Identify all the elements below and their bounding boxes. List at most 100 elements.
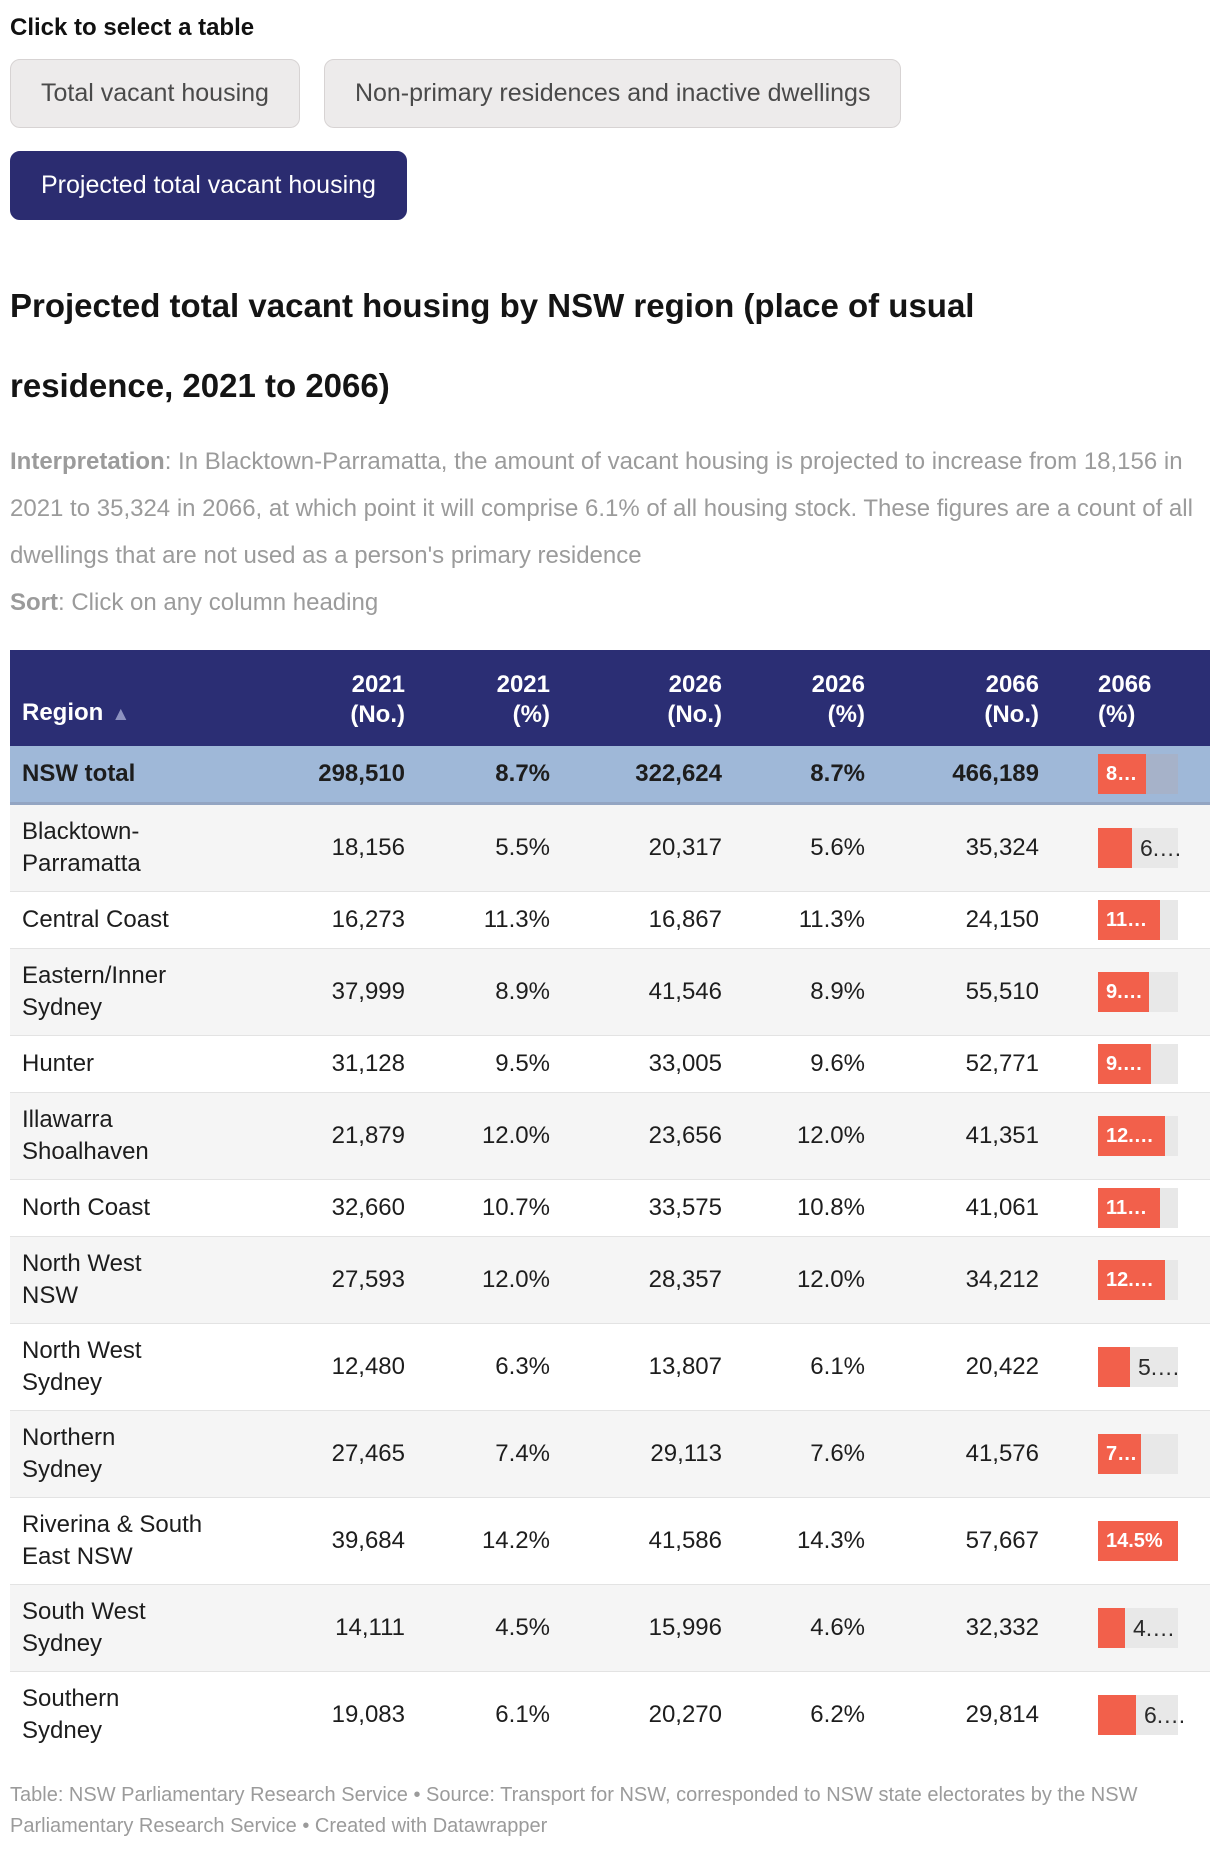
value-cell: 8.9% [495, 978, 550, 1005]
value-cell: 14,111 [335, 1614, 405, 1641]
bar-fill [1098, 1434, 1141, 1474]
value-cell: 322,624 [635, 760, 722, 787]
bar-fill [1098, 1260, 1165, 1300]
bar-track: 9.… [1098, 1044, 1178, 1084]
region-cell: Eastern/Inner Sydney [22, 962, 167, 1021]
column-header-2066-no[interactable]: 2066 (No.) [872, 650, 1046, 746]
region-cell: North Coast [22, 1194, 151, 1221]
value-cell: 20,270 [648, 1701, 722, 1728]
column-header-text: 2066 [985, 671, 1039, 698]
value-cell: 35,324 [965, 834, 1039, 861]
region-cell: Central Coast [22, 906, 169, 933]
value-cell: 8.7% [810, 760, 865, 787]
column-header-2026[interactable]: 2026 (%) [729, 650, 872, 746]
bar-track: 6.… [1098, 828, 1182, 868]
bar-fill [1098, 1116, 1165, 1156]
sort-note: Sort: Click on any column heading [10, 579, 1205, 626]
bar-track: 9.… [1098, 972, 1178, 1012]
value-cell: 6.2% [810, 1701, 865, 1728]
table-selector-button-projected-total-vacant-housing[interactable]: Projected total vacant housing [10, 151, 407, 220]
value-cell: 8.7% [495, 760, 550, 787]
region-cell: Northern Sydney [22, 1424, 116, 1483]
bar-cell: 11… [1046, 1180, 1210, 1237]
value-cell: 33,005 [648, 1050, 722, 1077]
column-header-text: (No.) [350, 701, 405, 728]
value-cell: 9.6% [810, 1050, 865, 1077]
table-row-illawarra-shoalhaven: Illawarra Shoalhaven 21,879 12.0% 23,656 12.0… [10, 1092, 1210, 1180]
sort-ascending-icon: ▲ [111, 704, 131, 725]
bar-fill [1098, 1188, 1160, 1228]
bar-track: 11… [1098, 900, 1178, 940]
column-header-text: (No.) [984, 701, 1039, 728]
value-cell: 13,807 [648, 1353, 722, 1380]
bar-cell: 9.… [1046, 1036, 1210, 1093]
bar-fill [1098, 1521, 1178, 1561]
bar-cell: 6.… [1046, 804, 1210, 892]
table-row-southern-sydney: Southern Sydney 19,083 6.1% 20,270 6.2% 29,814… [10, 1671, 1210, 1759]
bar-track: 6.… [1098, 1695, 1186, 1735]
table-row-north-coast: North Coast 32,660 10.7% 33,575 10.8% 41,061 1… [10, 1179, 1210, 1237]
value-cell: 52,771 [965, 1050, 1039, 1077]
bar-label: 7… [1106, 1443, 1138, 1465]
bar-track: 11… [1098, 1188, 1178, 1228]
value-cell: 23,656 [648, 1122, 722, 1149]
value-cell: 27,465 [331, 1440, 405, 1467]
data-table: Region ▲ 2021 (No.) 2021 (%) 2026 (No.) 2026 (%) 2… [10, 650, 1210, 1758]
column-header-2026-no[interactable]: 2026 (No.) [557, 650, 729, 746]
value-cell: 20,422 [965, 1353, 1039, 1380]
column-header-2021-no[interactable]: 2021 (No.) [260, 650, 412, 746]
bar-track: 5.… [1098, 1347, 1180, 1387]
value-cell: 24,150 [965, 906, 1039, 933]
column-header-2066[interactable]: 2066 (%) [1046, 650, 1210, 746]
value-cell: 37,999 [331, 978, 405, 1005]
bar-cell: 12.… [1046, 1093, 1210, 1180]
value-cell: 41,586 [648, 1527, 722, 1554]
value-cell: 32,660 [331, 1194, 405, 1221]
bar-label: 6.… [1140, 835, 1183, 861]
sort-text: : Click on any column heading [58, 589, 379, 616]
table-selector-row-1: Total vacant housing Non-primary residenc… [10, 59, 1210, 128]
bar-label: 9.… [1106, 1053, 1143, 1075]
value-cell: 27,593 [331, 1266, 405, 1293]
value-cell: 20,317 [648, 834, 722, 861]
value-cell: 41,351 [965, 1122, 1039, 1149]
region-cell: Blacktown- Parramatta [22, 818, 141, 877]
value-cell: 33,575 [648, 1194, 722, 1221]
column-header-text: 2026 [668, 671, 722, 698]
value-cell: 6.3% [495, 1353, 550, 1380]
table-selector-button-non-primary-residences-and-inactive-dwellings[interactable]: Non-primary residences and inactive dwel… [323, 59, 902, 128]
bar-cell: 6.… [1046, 1672, 1210, 1759]
bar-fill [1098, 1347, 1130, 1387]
value-cell: 55,510 [965, 978, 1039, 1005]
table-selector-button-total-vacant-housing[interactable]: Total vacant housing [10, 59, 300, 128]
bar-cell: 11… [1046, 892, 1210, 949]
bar-label: 11… [1106, 1197, 1148, 1219]
bar-track: 14.5% [1098, 1521, 1178, 1561]
table-header: Region ▲ 2021 (No.) 2021 (%) 2026 (No.) 2026 (%) 2… [10, 650, 1210, 746]
value-cell: 19,083 [331, 1701, 405, 1728]
value-cell: 12.0% [481, 1122, 550, 1149]
value-cell: 29,113 [650, 1440, 722, 1467]
value-cell: 39,684 [331, 1527, 405, 1554]
value-cell: 41,061 [965, 1194, 1039, 1221]
bar-track: 7… [1098, 1434, 1178, 1474]
bar-cell: 7… [1046, 1411, 1210, 1498]
table-row-riverina-south-east-nsw: Riverina & South East NSW 39,684 14.2% 41,58… [10, 1497, 1210, 1585]
value-cell: 12.0% [481, 1266, 550, 1293]
table-row-north-west-nsw: North West NSW 27,593 12.0% 28,357 12.0% 34,21… [10, 1236, 1210, 1324]
value-cell: 7.6% [810, 1440, 865, 1467]
bar-label: 6.… [1144, 1702, 1187, 1728]
value-cell: 4.6% [810, 1614, 865, 1641]
bar-label: 4.… [1133, 1615, 1176, 1641]
bar-fill [1098, 972, 1149, 1012]
column-header-2021[interactable]: 2021 (%) [412, 650, 557, 746]
table-row-blacktown-parramatta: Blacktown- Parramatta 18,156 5.5% 20,317 5.6%… [10, 803, 1210, 892]
column-header-region[interactable]: Region ▲ [10, 650, 260, 746]
value-cell: 16,867 [648, 906, 722, 933]
bar-track: 8… [1098, 754, 1178, 794]
bar-label: 11… [1106, 909, 1148, 931]
column-header-text: (%) [512, 701, 550, 728]
value-cell: 4.5% [495, 1614, 550, 1641]
region-cell: Southern Sydney [22, 1685, 120, 1744]
